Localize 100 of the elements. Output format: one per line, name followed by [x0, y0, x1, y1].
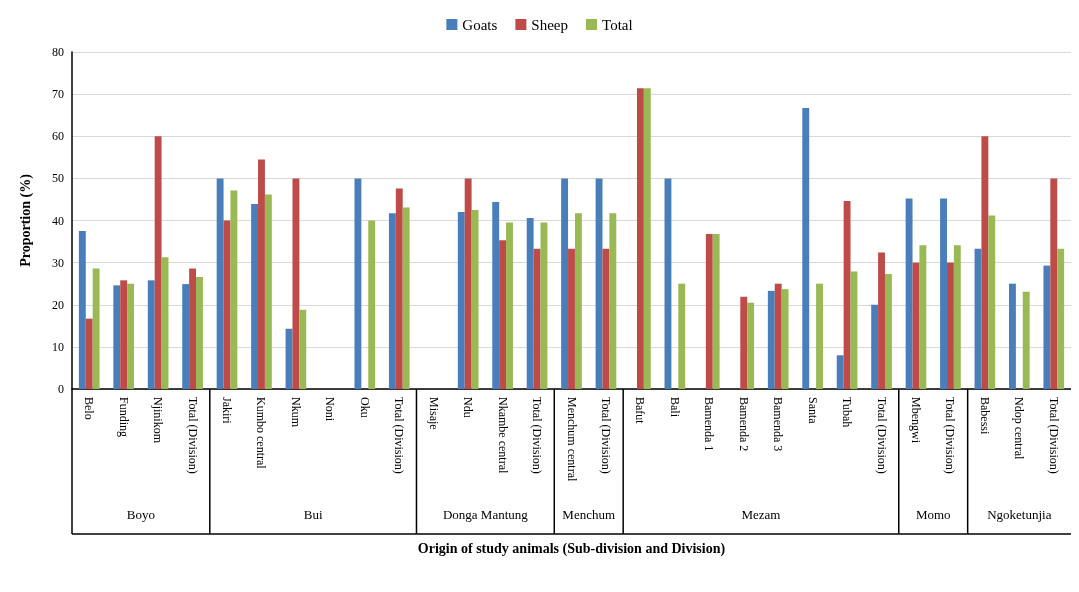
bar — [368, 220, 376, 389]
bar — [499, 240, 507, 389]
x-tick-label: Total (Division) — [598, 397, 613, 474]
bar — [196, 276, 203, 389]
x-tick-label: Kumbo central — [254, 397, 269, 470]
text: Ngoketunjia — [987, 506, 1052, 522]
text: Mezam — [741, 506, 781, 522]
bar — [92, 268, 100, 389]
bar — [292, 178, 300, 389]
x-tick-label: Funding — [116, 397, 131, 438]
bar — [216, 178, 224, 389]
bar — [774, 283, 782, 389]
bar — [464, 178, 472, 389]
bar — [1057, 248, 1065, 389]
bar — [120, 280, 128, 389]
text: Momo — [915, 506, 951, 522]
y-tick-label: 40 — [52, 213, 64, 228]
x-tick-label: Total (Division) — [392, 397, 407, 474]
bar — [767, 290, 775, 389]
bar — [816, 283, 823, 389]
x-tick-label: Bali — [667, 397, 682, 418]
bar — [905, 198, 913, 389]
bar — [147, 280, 155, 389]
bar — [946, 262, 954, 389]
y-tick-label: 70 — [52, 87, 64, 102]
bar — [712, 233, 720, 389]
bar — [940, 198, 947, 389]
bar — [1022, 291, 1030, 389]
bar — [836, 355, 844, 389]
bar — [643, 88, 651, 389]
x-tick-label: Total (Division) — [1046, 397, 1061, 474]
y-tick-label: 50 — [52, 171, 64, 186]
bar — [953, 245, 961, 389]
y-tick-label: 20 — [52, 297, 64, 312]
bar — [595, 178, 603, 389]
bar — [113, 285, 121, 389]
x-tick-label: Misaje — [426, 397, 441, 430]
x-tick-label: Nkum — [288, 397, 303, 428]
x-tick-label: Total (Division) — [185, 397, 200, 474]
bar — [526, 217, 534, 389]
bar — [802, 108, 810, 389]
bar — [230, 190, 238, 389]
x-tick-label: Total (Division) — [874, 397, 889, 474]
bar — [264, 194, 272, 389]
x-tick-label: Belo — [82, 397, 97, 420]
x-tick-label: Ndu — [461, 397, 476, 418]
bar — [636, 88, 644, 389]
bar — [189, 268, 197, 389]
bar — [457, 212, 465, 389]
text: Menchum — [562, 506, 616, 522]
bar — [402, 207, 410, 389]
y-tick-label: 30 — [52, 255, 64, 270]
x-tick-label: Bamenda 1 — [702, 397, 717, 452]
bar — [354, 178, 362, 389]
x-tick-label: Ndop central — [1012, 397, 1027, 460]
bar — [1043, 265, 1051, 389]
bar — [609, 213, 617, 389]
x-tick-label: Tubah — [840, 397, 855, 428]
bar — [988, 215, 996, 389]
bar — [561, 178, 569, 389]
bar — [492, 201, 500, 389]
bar — [740, 296, 748, 389]
y-tick-label: 0 — [58, 382, 64, 396]
y-tick-label: 80 — [52, 45, 64, 59]
x-tick-label: Santa — [805, 397, 820, 425]
bar — [78, 231, 86, 389]
x-tick-label: Bamenda 3 — [771, 397, 786, 452]
bar — [981, 136, 989, 389]
x-axis-title: Origin of study animals (Sub-division and Division) — [417, 540, 726, 557]
bar — [871, 304, 879, 389]
text: Donga Mantung — [442, 506, 529, 522]
y-tick-label: 60 — [52, 129, 64, 144]
bar — [574, 213, 582, 389]
legend-label: Sheep — [531, 16, 569, 33]
bar — [299, 309, 307, 389]
bar — [395, 188, 403, 389]
x-tick-label: Mbengwi — [908, 397, 923, 444]
text: Boyo — [126, 506, 155, 522]
x-tick-label: Total (Division) — [943, 397, 958, 474]
bar — [781, 289, 789, 389]
bar — [884, 274, 892, 389]
x-tick-label: Bafut — [633, 397, 648, 425]
x-tick-label: Babessi — [977, 397, 992, 435]
y-tick-label: 10 — [52, 339, 64, 354]
text: Bui — [303, 506, 323, 522]
bar — [878, 252, 885, 389]
bar — [251, 204, 259, 389]
bar — [919, 245, 927, 389]
legend-label: Total — [602, 16, 633, 33]
x-tick-label: Oku — [357, 397, 372, 418]
bar — [1008, 283, 1016, 389]
legend-label: Goats — [462, 16, 498, 33]
x-tick-label: Jakiri — [220, 397, 235, 425]
bar — [182, 284, 190, 389]
bar — [747, 302, 755, 389]
bar — [127, 283, 135, 389]
bar — [85, 318, 93, 389]
x-tick-label: Bamenda 2 — [736, 397, 751, 452]
bar — [705, 233, 713, 389]
bar — [540, 222, 548, 389]
